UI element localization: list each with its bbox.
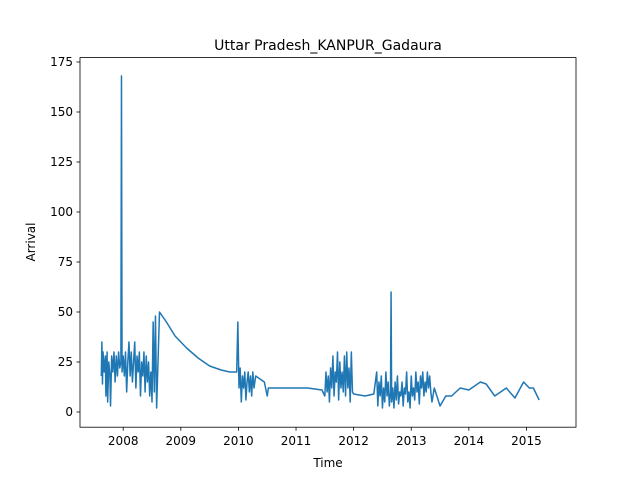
y-tick-label: 50 xyxy=(58,305,73,319)
x-tick-label: 2015 xyxy=(511,434,542,448)
x-tick-label: 2014 xyxy=(454,434,485,448)
plot-frame xyxy=(79,57,577,428)
x-tick-label: 2010 xyxy=(223,434,254,448)
y-tick-label: 125 xyxy=(50,155,73,169)
y-tick-label: 75 xyxy=(58,255,73,269)
x-tick-label: 2008 xyxy=(108,434,139,448)
y-tick-label: 0 xyxy=(65,405,73,419)
x-tick-label: 2012 xyxy=(338,434,369,448)
y-tick-label: 150 xyxy=(50,105,73,119)
y-axis-label: Arrival xyxy=(24,223,38,262)
x-tick-label: 2009 xyxy=(166,434,197,448)
chart-title: Uttar Pradesh_KANPUR_Gadaura xyxy=(214,38,442,54)
data-line xyxy=(100,75,540,409)
x-tick-label: 2013 xyxy=(396,434,427,448)
y-tick-label: 175 xyxy=(50,55,73,69)
y-tick-label: 100 xyxy=(50,205,73,219)
y-tick-label: 25 xyxy=(58,355,73,369)
x-tick-label: 2011 xyxy=(281,434,312,448)
x-axis-label: Time xyxy=(312,456,342,470)
